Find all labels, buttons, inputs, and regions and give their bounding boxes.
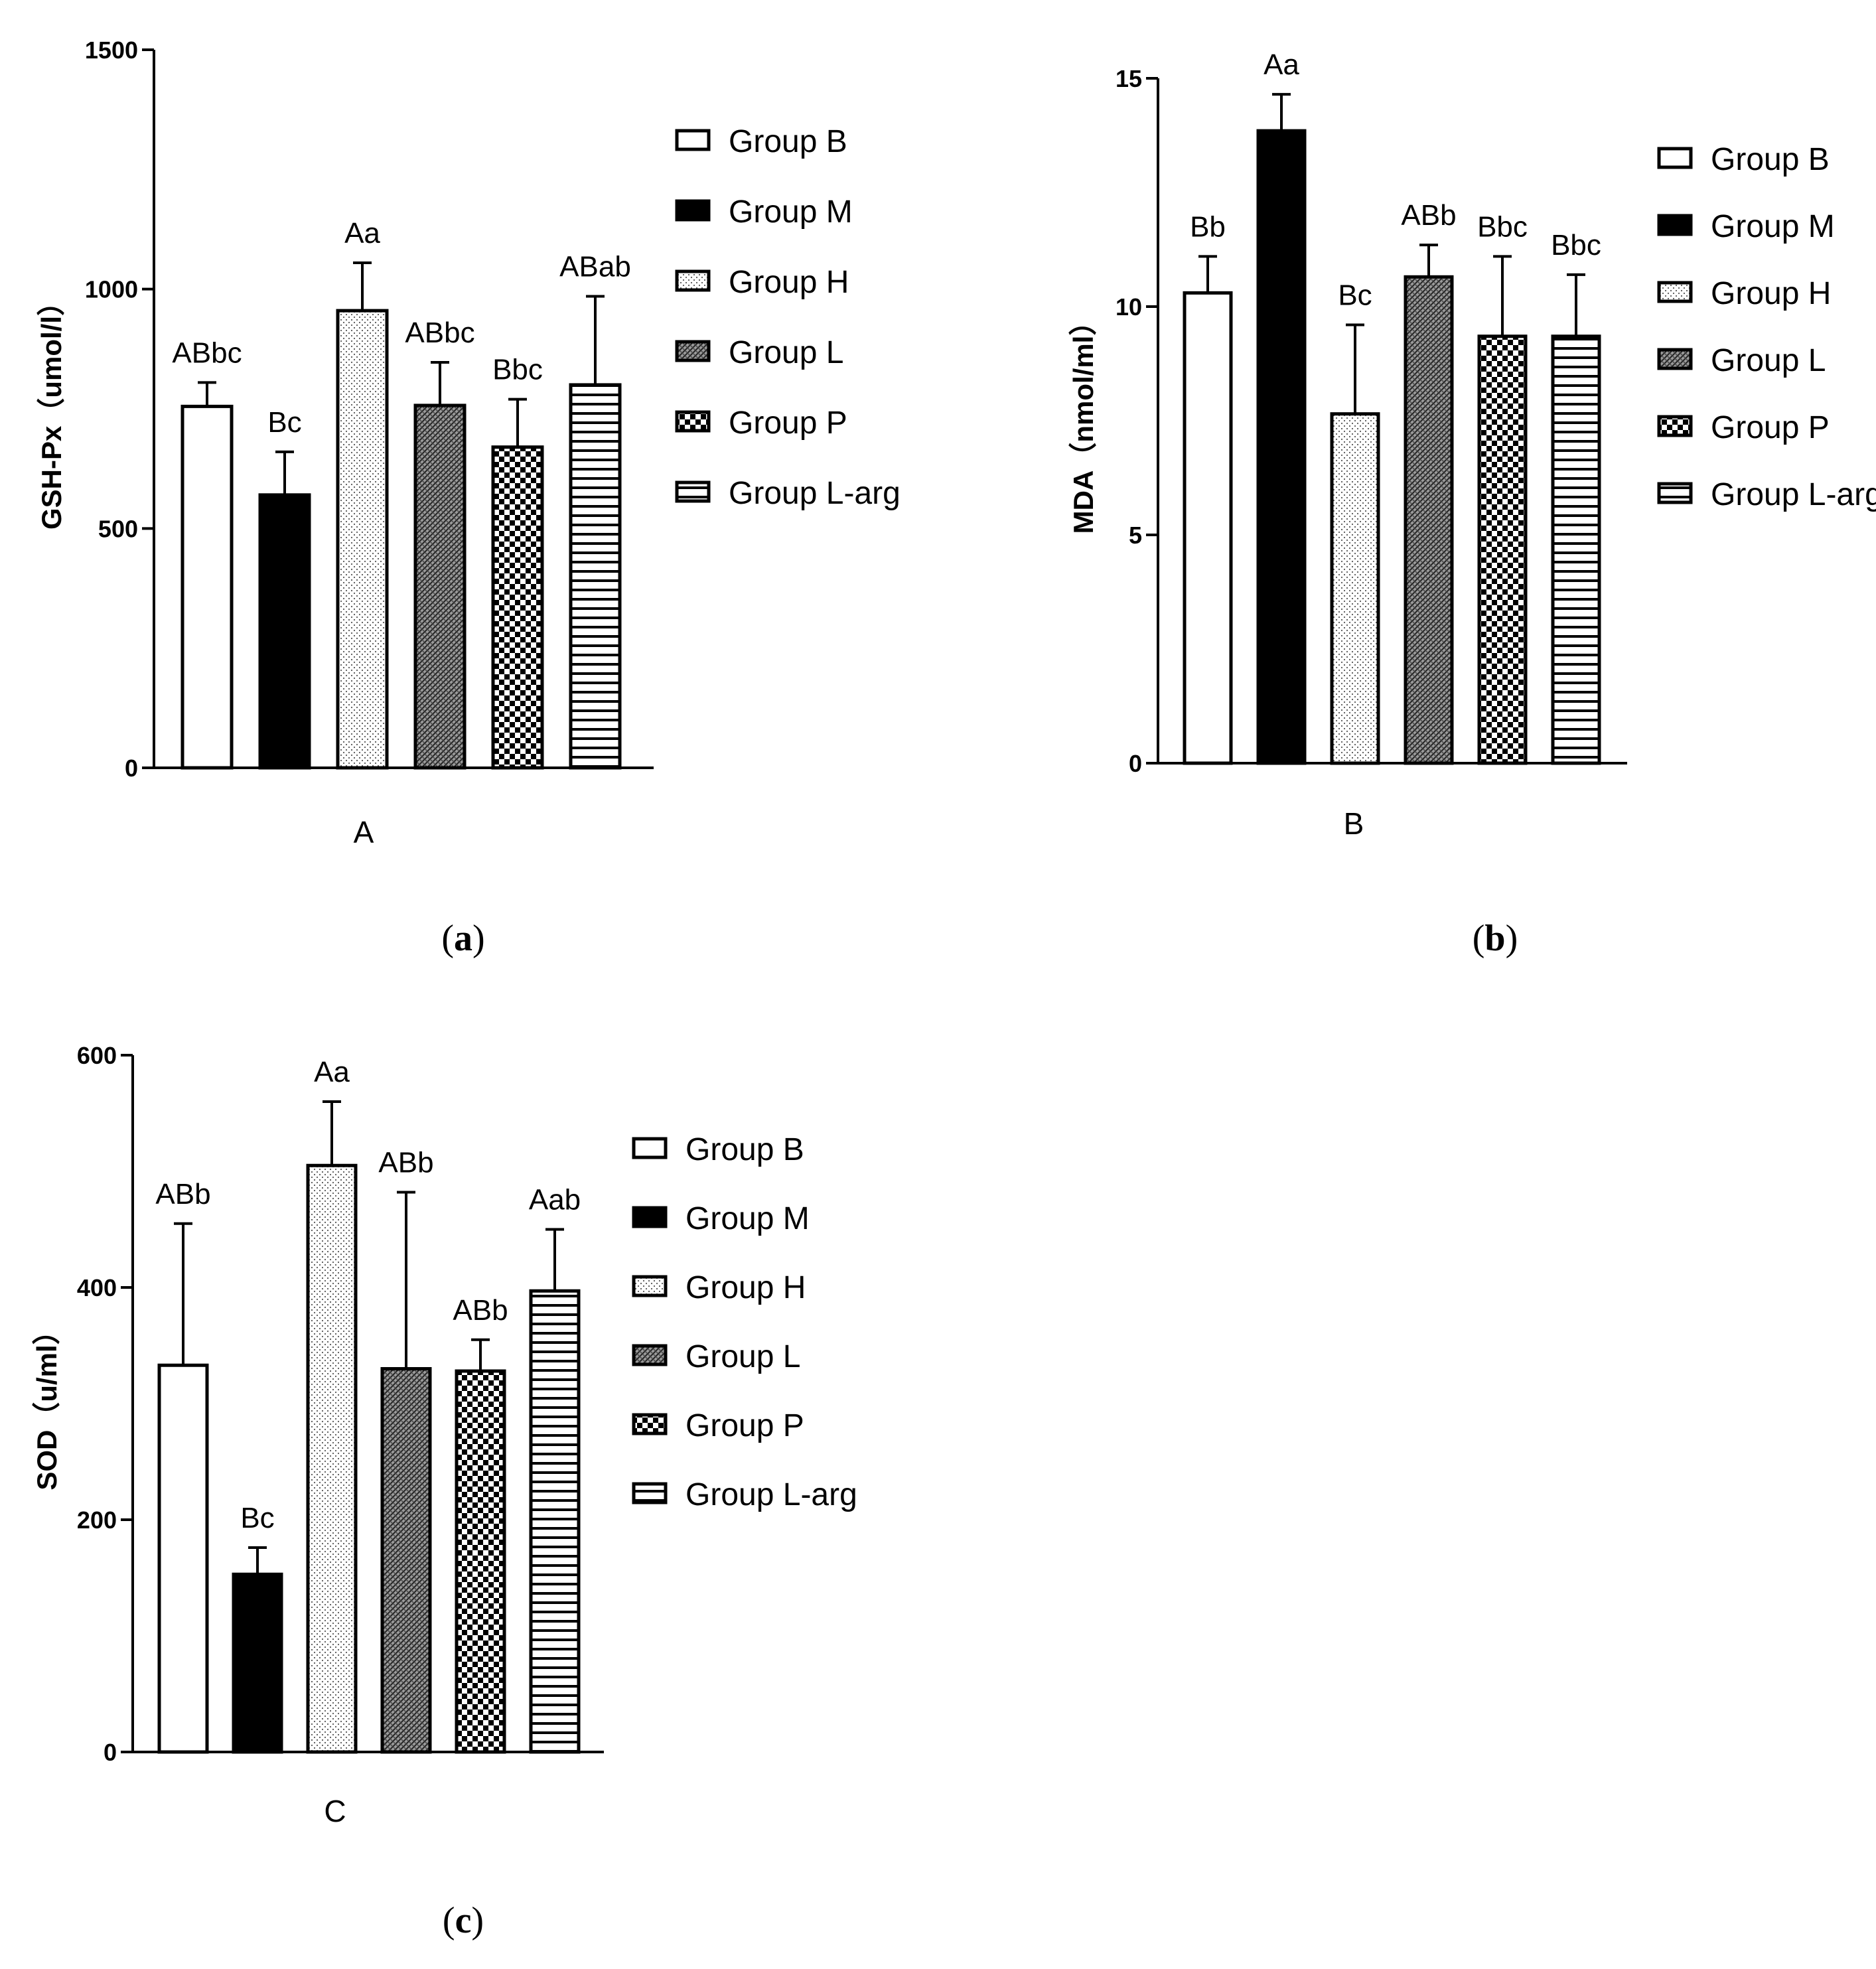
x-axis-label: B (1344, 806, 1364, 841)
legend-swatch (1657, 281, 1693, 303)
legend-swatch (632, 1413, 668, 1435)
bar-group-p (455, 1369, 506, 1754)
panel-b: 0 5 10 15 MDA（nmol/ml） B Bb Aa Bc ABb Bbc Bbc Group … (1068, 48, 1876, 959)
legend-entry: Group M (729, 194, 853, 230)
legend-swatch (675, 480, 711, 503)
y-tick-label: 1000 (85, 276, 138, 303)
y-tick-label: 400 (77, 1274, 117, 1301)
legend-swatch (632, 1137, 668, 1159)
significance-label: ABbc (405, 317, 474, 349)
y-tick-label: 0 (125, 755, 138, 782)
y-tick-label: 1500 (85, 36, 138, 64)
legend-entry: Group L (1711, 343, 1826, 378)
legend-swatch (632, 1206, 668, 1228)
legend-swatch (675, 410, 711, 433)
panel-caption: (a) (441, 918, 484, 959)
y-tick-label: 500 (98, 515, 138, 542)
bar-group-b (157, 1363, 209, 1754)
bar-group-l-arg (529, 1289, 581, 1754)
significance-label: Bc (267, 406, 301, 439)
legend-swatch (632, 1344, 668, 1366)
legend-entry: Group P (685, 1408, 804, 1443)
significance-label: Bbc (1551, 229, 1601, 261)
y-tick-label: 0 (104, 1739, 117, 1766)
legend-swatch (632, 1482, 668, 1504)
bar-group-m (1256, 129, 1307, 765)
legend-swatch (1657, 147, 1693, 169)
significance-label: Aab (529, 1184, 581, 1216)
bar-group-l (413, 403, 467, 770)
significance-label: Bb (1190, 210, 1226, 243)
legend-entry: Group P (1711, 410, 1830, 445)
y-tick-label: 600 (77, 1042, 117, 1069)
bar-group-h (306, 1163, 358, 1754)
significance-label: Aa (1263, 48, 1299, 81)
y-tick-label: 15 (1116, 65, 1142, 92)
panel-caption: (c) (443, 1900, 484, 1941)
legend-entry: Group L-arg (729, 476, 901, 511)
x-axis-label: A (354, 815, 374, 849)
bar-group-h (336, 309, 389, 770)
legend-entry: Group M (1711, 209, 1835, 244)
significance-label: ABb (453, 1294, 508, 1327)
legend-entry: Group B (729, 124, 847, 159)
panel-c: 0 200 400 600 SOD（u/ml） C ABb Bc Aa ABb ABb Aab Grou… (31, 1042, 857, 1941)
legend-entry: Group L-arg (685, 1477, 857, 1512)
y-tick-label: 0 (1129, 750, 1142, 777)
legend-entry: Group B (1711, 142, 1830, 177)
bar-group-b (180, 404, 234, 770)
legend-entry: Group L-arg (1711, 477, 1876, 512)
y-tick-label: 200 (77, 1506, 117, 1534)
x-axis-label: C (324, 1794, 346, 1828)
bar-group-l (1404, 275, 1454, 765)
y-tick-label: 5 (1129, 522, 1142, 549)
significance-label: ABb (155, 1178, 210, 1210)
legend-swatch (675, 199, 711, 222)
legend-entry: Group M (685, 1201, 810, 1236)
legend-swatch (1657, 348, 1693, 370)
y-axis-label: SOD（u/ml） (31, 1317, 62, 1490)
y-axis-label: MDA（nmol/ml） (1068, 308, 1099, 534)
legend-entry: Group L (729, 335, 843, 370)
legend-swatch (1657, 482, 1693, 504)
significance-label: ABbc (172, 336, 242, 369)
significance-label: Aa (314, 1056, 350, 1088)
panel-a: 0 500 1000 1500 GSH-Px（umol/l） A ABbc Bc Aa ABbc B… (36, 36, 901, 959)
legend-entry: Group P (729, 405, 847, 441)
y-axis-label: GSH-Px（umol/l） (36, 288, 67, 530)
significance-label: Bbc (492, 354, 543, 386)
legend-entry: Group B (685, 1132, 804, 1167)
bar-group-l-arg (569, 383, 622, 770)
legend-entry: Group H (685, 1270, 806, 1305)
bar-group-l (380, 1367, 432, 1754)
bar-group-m (258, 493, 311, 770)
significance-label: Bc (1338, 279, 1372, 312)
legend-swatch (675, 269, 711, 292)
significance-label: Bbc (1477, 210, 1528, 243)
y-tick-label: 10 (1116, 293, 1142, 321)
significance-label: ABb (1401, 199, 1456, 232)
bar-group-p (491, 445, 544, 770)
bar-group-l-arg (1551, 334, 1601, 765)
significance-label: ABab (559, 250, 631, 283)
bar-group-m (232, 1572, 283, 1754)
bar-group-p (1477, 334, 1528, 765)
panel-caption: (b) (1473, 918, 1518, 959)
bar-group-h (1330, 412, 1380, 765)
significance-label: Aa (344, 217, 380, 250)
legend-swatch (675, 129, 711, 151)
legend-swatch (675, 340, 711, 362)
legend-swatch (1657, 415, 1693, 437)
significance-label: Bc (240, 1502, 274, 1534)
bar-group-b (1183, 291, 1233, 765)
legend-swatch (1657, 214, 1693, 236)
significance-label: ABb (378, 1147, 433, 1179)
legend-entry: Group H (729, 265, 849, 300)
legend-entry: Group H (1711, 276, 1831, 311)
legend-swatch (632, 1275, 668, 1297)
legend-entry: Group L (685, 1339, 800, 1374)
